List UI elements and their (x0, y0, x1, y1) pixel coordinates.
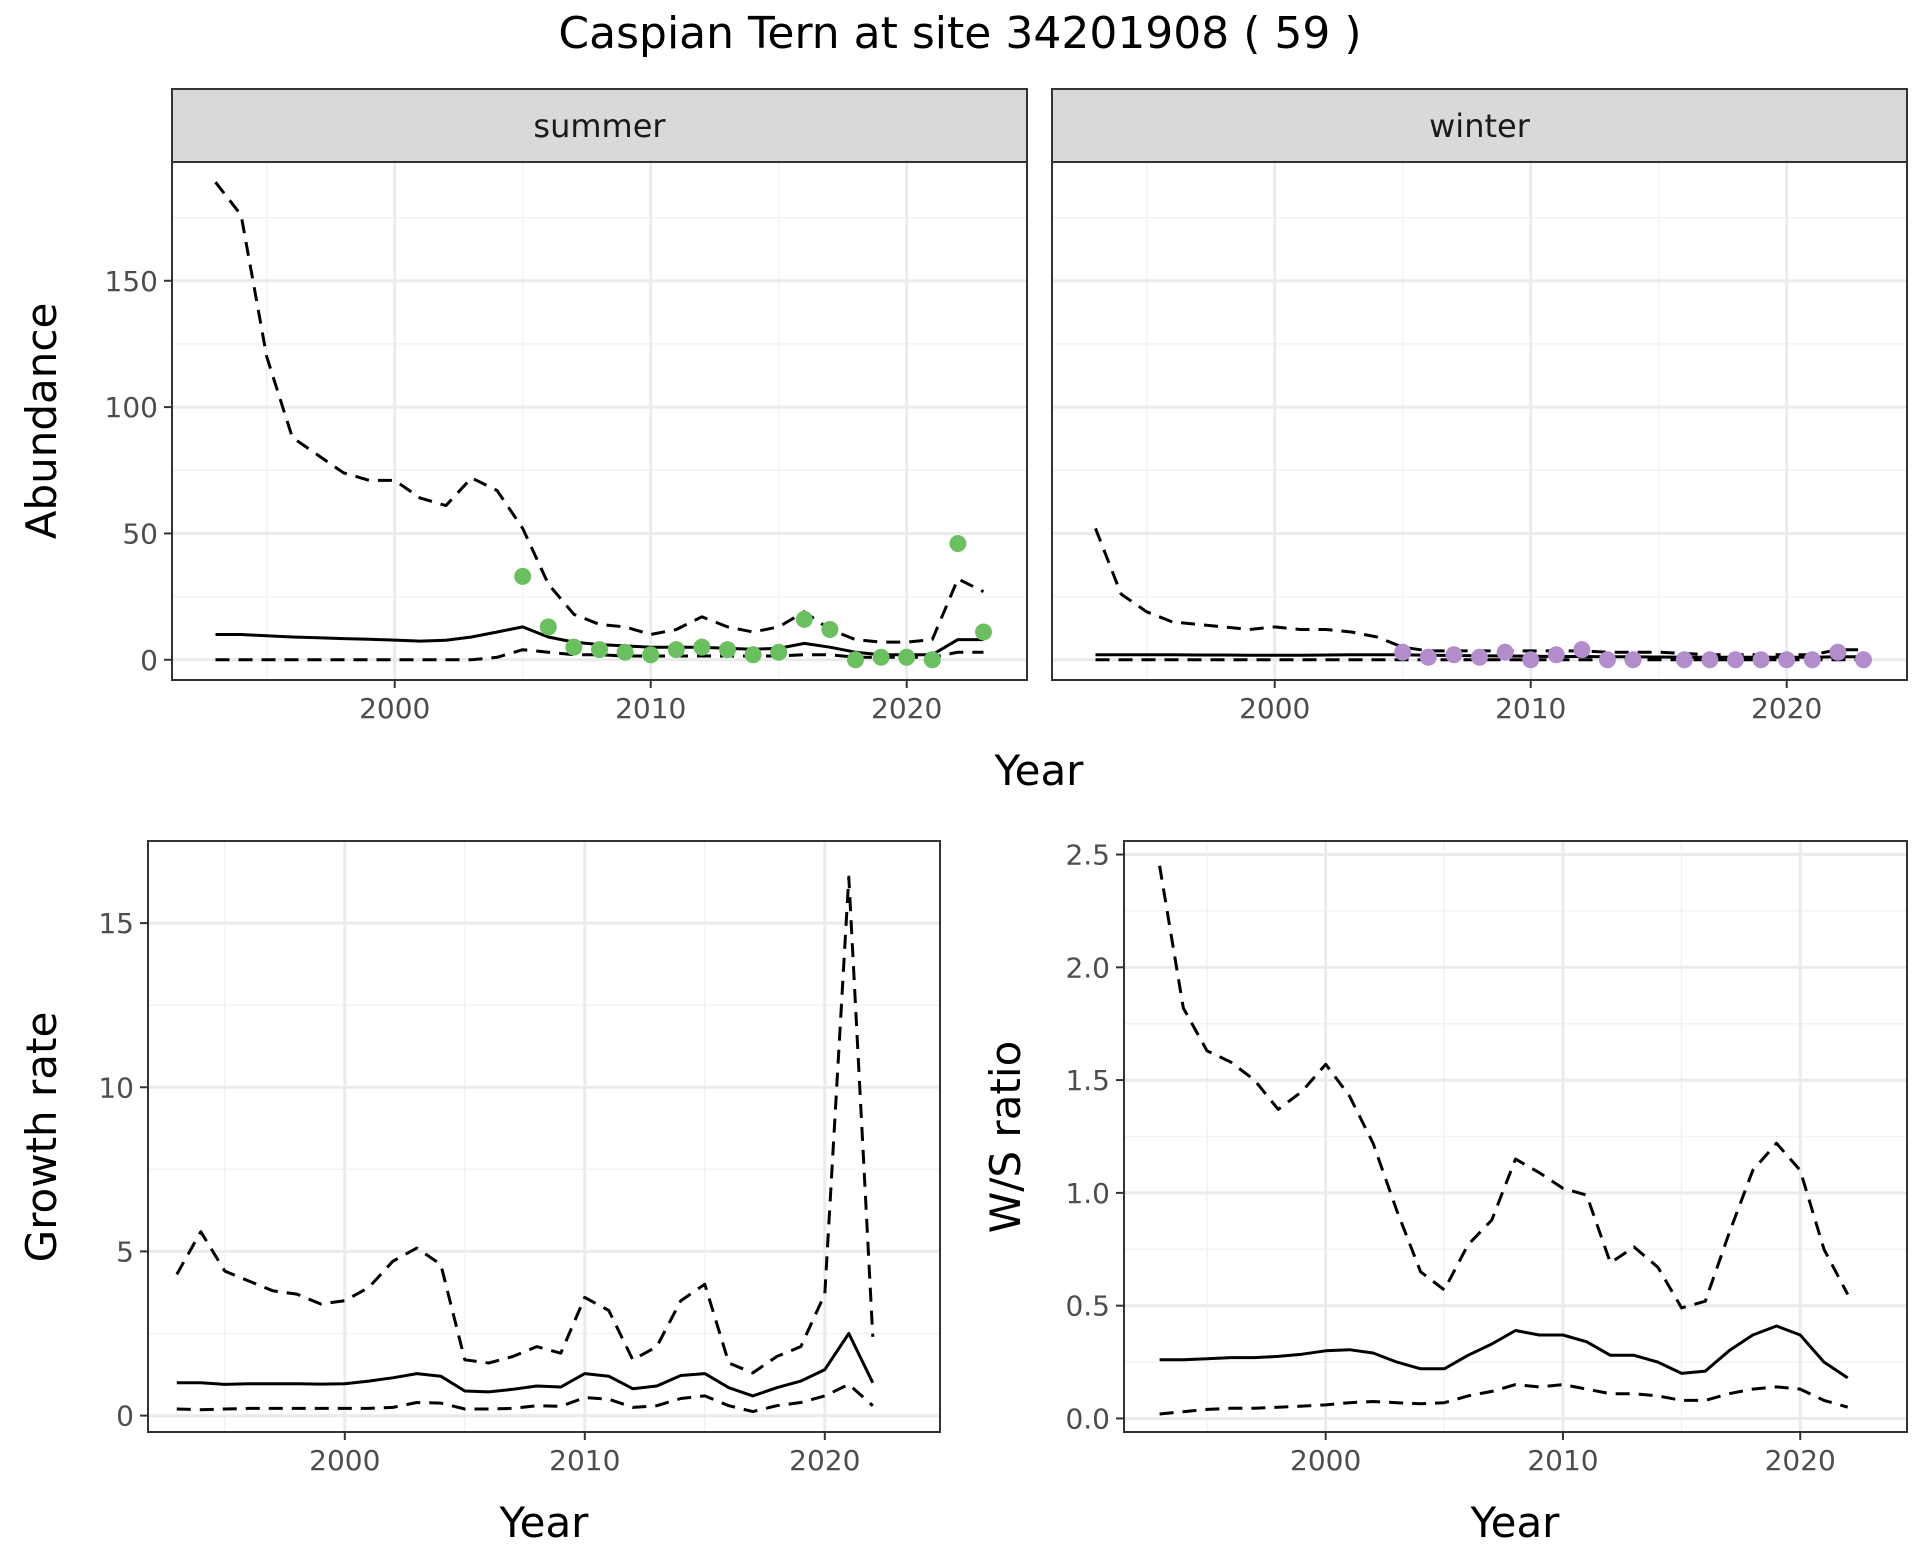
abundance-summer-observed-point (795, 610, 813, 628)
ratio-panel-border (1123, 840, 1908, 1433)
abundance-winter-observed-point (1701, 651, 1719, 669)
facet-strip-label-winter: winter (1429, 107, 1531, 145)
growth-x-axis-title: Year (499, 1498, 590, 1547)
abundance-winter-observed-point (1471, 648, 1488, 666)
ratio-y-axis-title: W/S ratio (981, 1041, 1030, 1234)
abundance-winter-observed-point (1829, 643, 1847, 661)
abundance-winter-observed-point (1778, 651, 1796, 669)
abundance-winter-panel: winter 2000 2010 2020 (1051, 88, 1908, 725)
abundance-summer-observed-point (642, 646, 660, 664)
ratio-x-axis-title: Year (1470, 1498, 1561, 1547)
ratio-x-tick-label: 2000 (1290, 1444, 1361, 1477)
abundance-summer-x-tick-label: 2000 (359, 692, 430, 725)
abundance-summer-panel-border (171, 161, 1028, 681)
ratio-y-tick-label: 0.5 (1065, 1290, 1110, 1323)
abundance-summer-observed-point (744, 646, 762, 664)
abundance-winter-x-tick-label: 2000 (1239, 692, 1310, 725)
abundance-winter-observed-point (1394, 643, 1412, 661)
abundance-summer-observed-point (923, 651, 941, 669)
growth-panel-border (147, 840, 941, 1433)
growth-lower-bound-line (176, 1382, 874, 1414)
abundance-summer-observed-point (667, 641, 685, 659)
abundance-summer-observed-point (846, 651, 864, 669)
abundance-winter-observed-point (1675, 651, 1693, 669)
facet-strip-winter (1051, 88, 1908, 163)
abundance-summer-x-tick-label: 2020 (871, 692, 942, 725)
abundance-summer-observed-point (949, 535, 967, 553)
abundance-summer-observed-point (872, 648, 890, 666)
ratio-y-tick-label: 2.0 (1065, 951, 1110, 984)
abundance-summer-y-tick-label: 0 (140, 644, 158, 677)
abundance-summer-observed-point (718, 641, 736, 659)
abundance-summer-y-tick-label: 50 (122, 517, 158, 550)
ratio-y-tick-label: 0.0 (1065, 1402, 1110, 1435)
abundance-winter-x-tick-label: 2020 (1751, 692, 1822, 725)
abundance-shared-labels: Year Abundance (17, 303, 1084, 795)
abundance-summer-panel: summer 2000 2010 2020 0 50 100 150 (105, 88, 1028, 725)
growth-upper-bound-line (175, 875, 875, 1375)
abundance-winter-observed-point (1573, 641, 1591, 659)
abundance-winter-plot-background (1052, 162, 1907, 680)
abundance-winter-observed-point (1445, 646, 1463, 664)
ratio-y-tick-label: 1.0 (1065, 1177, 1110, 1210)
abundance-summer-observed-point (514, 567, 532, 585)
abundance-winter-observed-point (1803, 651, 1821, 669)
abundance-summer-observed-point (821, 620, 839, 638)
abundance-winter-observed-point (1547, 646, 1565, 664)
summer-lower-bound-line (215, 648, 984, 662)
abundance-summer-observed-point (974, 623, 992, 641)
facet-strip-label-summer: summer (533, 107, 666, 145)
growth-y-tick-label: 15 (98, 907, 134, 940)
abundance-winter-observed-point (1419, 648, 1437, 666)
growth-y-tick-label: 5 (116, 1235, 134, 1268)
abundance-winter-observed-point (1752, 651, 1770, 669)
abundance-winter-observed-point (1496, 643, 1514, 661)
growth-x-tick-label: 2010 (549, 1444, 620, 1477)
ratio-upper-bound-line (1158, 865, 1850, 1310)
page-title: Caspian Tern at site 34201908 ( 59 ) (558, 8, 1362, 59)
ratio-x-tick-label: 2020 (1765, 1444, 1836, 1477)
growth-y-axis-title: Growth rate (17, 1012, 66, 1263)
ws-ratio-panel: 2000 2010 2020 0.0 0.5 1.0 1.5 2.0 2.5 Year W/S ra… (981, 839, 1908, 1547)
summer-upper-bound-line (214, 181, 985, 644)
abundance-winter-panel-border (1051, 161, 1908, 681)
growth-x-tick-label: 2000 (309, 1444, 380, 1477)
ratio-estimate-line (1159, 1324, 1849, 1380)
growth-y-tick-label: 0 (116, 1400, 134, 1433)
abundance-summer-observed-point (616, 643, 634, 661)
growth-plot-background (148, 841, 940, 1432)
abundance-summer-plot-background (172, 162, 1027, 680)
growth-estimate-line (176, 1332, 875, 1398)
abundance-winter-observed-point (1726, 651, 1744, 669)
abundance-summer-observed-point (565, 638, 583, 656)
abundance-winter-observed-point (1522, 651, 1540, 669)
ratio-lower-bound-line (1159, 1383, 1849, 1416)
ratio-y-tick-label: 1.5 (1065, 1064, 1110, 1097)
growth-rate-panel: 2000 2010 2020 0 5 10 15 Year Growth rate (17, 840, 941, 1547)
abundance-summer-observed-point (539, 618, 557, 636)
abundance-summer-observed-point (591, 641, 608, 659)
abundance-winter-observed-point (1624, 651, 1642, 669)
abundance-winter-observed-point (1598, 651, 1616, 669)
abundance-x-axis-title: Year (994, 746, 1085, 795)
abundance-winter-x-tick-label: 2010 (1495, 692, 1566, 725)
abundance-summer-y-tick-label: 150 (105, 265, 158, 298)
growth-x-tick-label: 2020 (789, 1444, 860, 1477)
abundance-summer-observed-point (770, 643, 788, 661)
abundance-winter-observed-point (1854, 651, 1872, 669)
abundance-summer-y-tick-label: 100 (105, 391, 158, 424)
ratio-y-tick-label: 2.5 (1065, 839, 1110, 872)
ratio-x-tick-label: 2010 (1527, 1444, 1598, 1477)
growth-y-tick-label: 10 (98, 1071, 134, 1104)
abundance-summer-observed-point (693, 638, 711, 656)
abundance-summer-x-tick-label: 2010 (615, 692, 686, 725)
abundance-y-axis-title: Abundance (17, 303, 66, 540)
abundance-summer-observed-point (898, 648, 916, 666)
facet-strip-summer (171, 88, 1028, 163)
